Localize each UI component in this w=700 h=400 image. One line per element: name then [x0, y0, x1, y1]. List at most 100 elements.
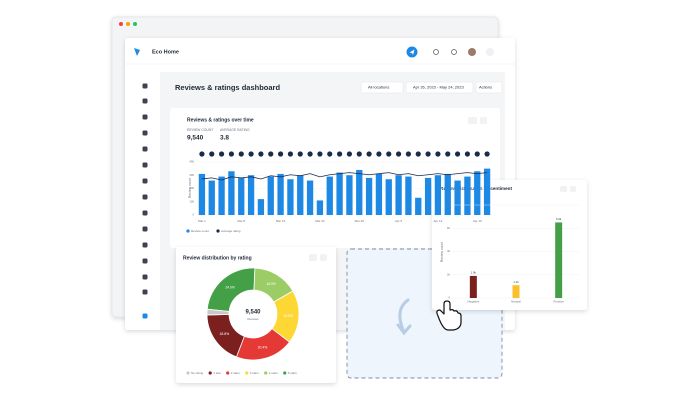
- stat-label: REVIEW COUNT: [187, 128, 213, 132]
- avatar[interactable]: [468, 48, 476, 56]
- x-tick-label: Mar 8: [237, 219, 245, 223]
- sidebar-icon[interactable]: [142, 130, 148, 136]
- reviewer-dot: [484, 151, 490, 157]
- bar: [277, 173, 284, 215]
- reviewer-dot: [366, 151, 372, 157]
- bar: [483, 168, 491, 215]
- legend-label: 2 stars: [231, 371, 241, 375]
- card-tool[interactable]: [560, 186, 567, 192]
- x-tick-label: Negative: [467, 299, 479, 303]
- sidebar-icon[interactable]: [142, 274, 148, 280]
- bar: [257, 199, 265, 215]
- sidebar-icon[interactable]: [142, 242, 148, 248]
- bar: [346, 175, 353, 215]
- card-title: Review distribution by rating: [183, 255, 252, 261]
- reviewer-dot: [405, 151, 412, 157]
- y-tick-label: 6k: [447, 226, 451, 230]
- reviewer-dot: [218, 151, 225, 157]
- segment-label: 16.0%: [266, 282, 276, 286]
- sidebar-icon[interactable]: [142, 178, 148, 184]
- sidebar-icon[interactable]: [142, 289, 148, 295]
- bar: [267, 176, 274, 215]
- bar: [375, 173, 383, 215]
- bar: [336, 172, 343, 215]
- y-tick-label: 2k: [447, 272, 451, 276]
- legend-swatch: [226, 371, 230, 375]
- date-filter[interactable]: [405, 81, 474, 94]
- reviewer-dot: [346, 151, 353, 157]
- y-tick-label: 0: [192, 213, 194, 217]
- reviewer-dot: [386, 151, 392, 157]
- date-filter-label: Apr 26, 2023 - May 24, 2023: [413, 85, 464, 90]
- window-dot: [126, 22, 130, 26]
- donut-center-label: Reviews: [247, 317, 259, 321]
- segment-label: 20.4%: [258, 346, 268, 350]
- help-icon[interactable]: [451, 49, 457, 55]
- bell-icon[interactable]: [433, 49, 439, 55]
- sidebar-icon[interactable]: [142, 210, 148, 216]
- legend-label: Review count: [191, 229, 209, 233]
- location-filter[interactable]: [360, 81, 404, 94]
- segment-label: 18.8%: [283, 314, 293, 318]
- marks: 0 100 200 300 400 Mar 1 Mar 8 Mar 15 Mar 22 Mar 2…: [133, 72, 580, 375]
- bar: [247, 175, 255, 215]
- sidebar-icon[interactable]: [142, 162, 148, 168]
- legend-swatch: [208, 371, 212, 375]
- bar: [287, 179, 294, 215]
- reviewer-dot: [238, 151, 244, 157]
- card-menu[interactable]: [320, 254, 327, 261]
- sidebar-icon[interactable]: [142, 226, 148, 232]
- sidebar-icon[interactable]: [142, 313, 148, 319]
- bar: [228, 171, 235, 215]
- bar: [415, 197, 422, 215]
- y-tick-label: 100: [189, 199, 194, 203]
- send-icon: [409, 49, 415, 55]
- legend-swatch: [245, 371, 249, 375]
- hand-cursor: [436, 300, 462, 331]
- card-tool[interactable]: [468, 117, 477, 124]
- card-menu[interactable]: [570, 186, 576, 192]
- sidebar-icon[interactable]: [142, 146, 148, 152]
- page-title: Reviews & ratings dashboard: [175, 83, 280, 92]
- bar: [218, 176, 225, 215]
- window-dot: [119, 22, 123, 26]
- y-tick-label: 400: [189, 160, 194, 164]
- drop-arrow-head: [396, 323, 412, 336]
- stat-label: AVERAGE RATING: [220, 128, 250, 132]
- card-tool[interactable]: [309, 254, 317, 261]
- reviewer-dot: [415, 151, 421, 157]
- bar: [469, 275, 477, 298]
- x-tick-label: Mar 1: [198, 219, 206, 223]
- reviewer-dot: [317, 151, 323, 157]
- x-tick-label: Mar 29: [355, 219, 365, 223]
- bar: [297, 175, 304, 215]
- x-tick-label: Mar 22: [315, 219, 325, 223]
- sidebar-icon[interactable]: [142, 194, 148, 200]
- legend-label: 3 stars: [250, 371, 260, 375]
- actions-button[interactable]: [475, 81, 503, 94]
- card-menu[interactable]: [480, 117, 487, 124]
- reviewer-dot: [297, 151, 303, 157]
- bar: [356, 169, 363, 215]
- reviewer-dot: [376, 151, 382, 157]
- sidebar-icon[interactable]: [142, 114, 148, 120]
- sidebar-icon[interactable]: [142, 83, 148, 89]
- donut-segment: [206, 308, 230, 316]
- card-rating: [176, 247, 336, 383]
- logo: [134, 48, 140, 56]
- bar: [434, 175, 442, 215]
- menu-button[interactable]: [486, 48, 494, 56]
- reviewer-dot: [209, 151, 215, 157]
- legend-label: No rating: [191, 371, 204, 375]
- y-tick-label: 8k: [447, 203, 451, 207]
- bar-value-label: 1.9k: [471, 271, 477, 275]
- sidebar-icon[interactable]: [142, 98, 148, 104]
- x-tick-label: Apr 19: [473, 219, 482, 223]
- sidebar-icon[interactable]: [142, 258, 148, 264]
- bar: [454, 180, 461, 215]
- bar: [405, 176, 412, 215]
- legend-swatch: [186, 229, 190, 233]
- bar: [238, 177, 245, 215]
- reviewer-dot: [395, 151, 402, 157]
